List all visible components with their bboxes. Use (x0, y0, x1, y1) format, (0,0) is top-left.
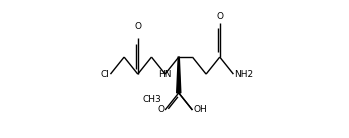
Text: Cl: Cl (101, 70, 110, 79)
Text: NH2: NH2 (234, 70, 253, 79)
Text: O: O (216, 12, 223, 21)
Text: O: O (134, 22, 141, 31)
Text: O: O (157, 105, 164, 115)
Text: CH3: CH3 (142, 95, 161, 104)
Polygon shape (177, 57, 181, 93)
Text: OH: OH (193, 105, 207, 115)
Text: HN: HN (158, 70, 172, 79)
